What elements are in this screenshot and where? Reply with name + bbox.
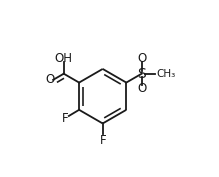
- Text: CH₃: CH₃: [157, 69, 176, 79]
- Text: O: O: [137, 82, 146, 95]
- Text: F: F: [62, 112, 68, 125]
- Text: O: O: [137, 52, 146, 65]
- Text: S: S: [137, 67, 146, 81]
- Text: F: F: [99, 134, 106, 147]
- Text: O: O: [45, 73, 54, 86]
- Text: OH: OH: [55, 52, 73, 65]
